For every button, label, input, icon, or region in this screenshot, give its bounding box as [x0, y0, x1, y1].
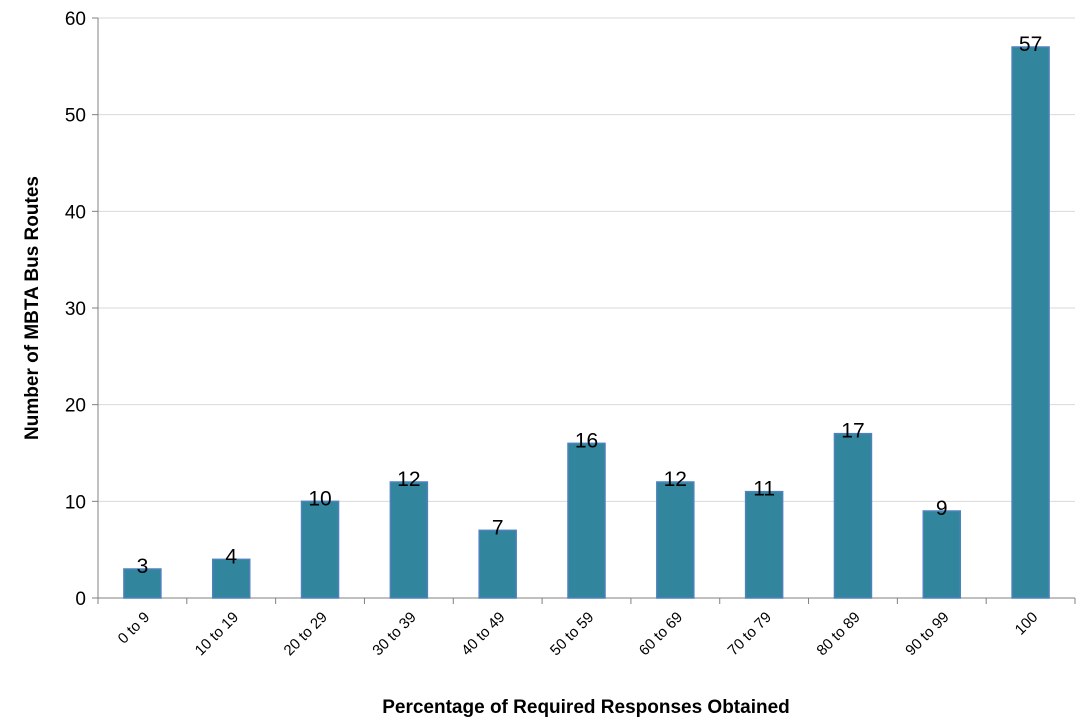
data-label: 12: [664, 468, 687, 491]
data-label: 57: [1019, 33, 1042, 56]
x-category-label: 20 to 29: [281, 609, 331, 659]
y-tick-label: 10: [65, 492, 86, 513]
bar: [123, 568, 162, 599]
data-label: 10: [308, 487, 331, 510]
x-axis-title: Percentage of Required Responses Obtaine…: [382, 697, 790, 718]
bar: [389, 481, 429, 599]
gridlines: [98, 17, 1075, 502]
data-labels: 3 4 10 12 7 16 12 11 17 9 57: [137, 33, 1043, 578]
bar: [656, 481, 695, 599]
data-label: 9: [936, 497, 948, 520]
bar: [1011, 46, 1050, 599]
y-tick-label: 50: [65, 106, 86, 127]
bar: [922, 510, 962, 599]
data-label: 12: [397, 468, 420, 491]
y-axis-title: Number of MBTA Bus Routes: [22, 176, 43, 440]
data-label: 17: [841, 420, 864, 443]
category-labels: 0 to 9 10 to 19 20 to 29 30 to 39 40 to 49 50…: [115, 609, 1042, 659]
x-category-label: 40 to 49: [458, 609, 508, 659]
bar: [300, 500, 340, 599]
x-category-label: 80 to 89: [813, 609, 863, 659]
bars: [123, 46, 1050, 599]
bar: [211, 558, 251, 599]
bar: [744, 490, 784, 599]
y-tick-label: 60: [65, 9, 86, 30]
y-tick-label: 0: [75, 589, 86, 610]
x-category-label: 10 to 19: [192, 609, 242, 659]
bar: [833, 432, 873, 599]
x-category-label: 60 to 69: [636, 609, 686, 659]
x-category-label: 0 to 9: [115, 609, 154, 648]
x-category-label: 90 to 99: [902, 609, 952, 659]
data-label: 3: [137, 555, 149, 578]
x-category-label: 30 to 39: [369, 609, 419, 659]
data-label: 7: [492, 516, 504, 539]
bar: [478, 529, 517, 599]
x-category-label: 70 to 79: [725, 609, 775, 659]
y-tick-label: 20: [65, 396, 86, 417]
y-tick-label: 40: [65, 202, 86, 223]
bar: [567, 442, 606, 599]
data-label: 16: [575, 429, 598, 452]
data-label: 11: [753, 478, 775, 501]
y-tick-label: 30: [65, 299, 86, 320]
data-label: 4: [225, 545, 237, 568]
x-category-label: 50 to 59: [547, 609, 597, 659]
x-category-label: 100: [1012, 609, 1042, 639]
tick-labels: 0 10 20 30 40 50 60: [65, 9, 86, 610]
